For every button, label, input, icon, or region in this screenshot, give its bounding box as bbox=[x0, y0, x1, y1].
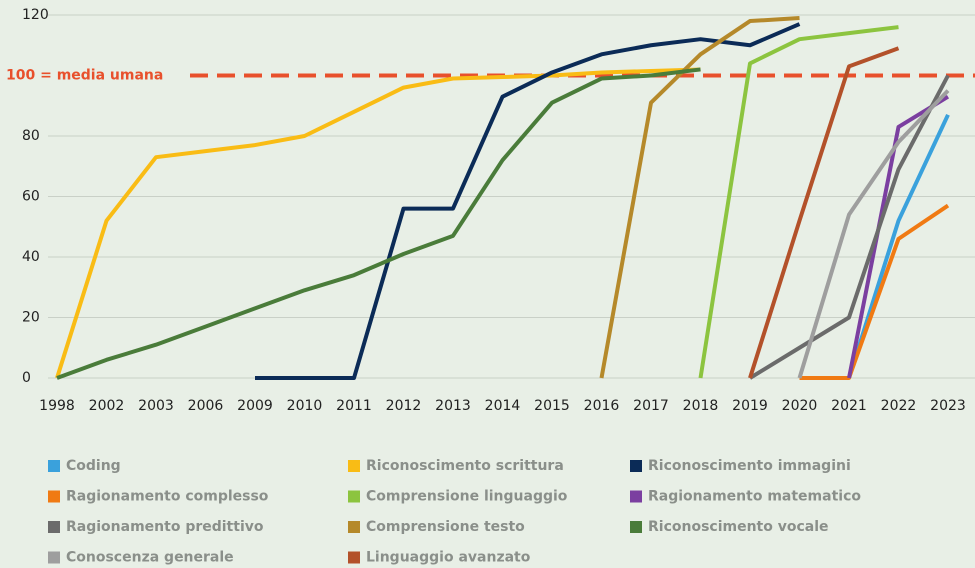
legend-label: Linguaggio avanzato bbox=[366, 550, 531, 566]
x-tick-label: 2016 bbox=[584, 398, 620, 414]
legend-swatch bbox=[630, 460, 642, 472]
x-tick-label: 2021 bbox=[831, 398, 867, 414]
x-tick-label: 2022 bbox=[881, 398, 917, 414]
series-line bbox=[847, 113, 950, 379]
y-tick-label: 20 bbox=[22, 310, 40, 326]
legend-swatch bbox=[348, 460, 360, 472]
legend-swatch bbox=[348, 490, 360, 503]
series-line bbox=[698, 25, 899, 379]
legend-swatch bbox=[630, 490, 642, 503]
x-tick-label: 2020 bbox=[782, 398, 818, 414]
x-tick-label: 1998 bbox=[39, 398, 75, 414]
series-line bbox=[748, 46, 900, 379]
series-line bbox=[797, 89, 950, 379]
y-tick-label: 80 bbox=[22, 128, 40, 144]
x-tick-label: 2002 bbox=[89, 398, 125, 414]
x-tick-label: 2010 bbox=[287, 398, 323, 414]
legend-label: Riconoscimento vocale bbox=[648, 519, 829, 535]
x-tick-label: 2003 bbox=[138, 398, 174, 414]
legend-swatch bbox=[48, 460, 60, 472]
legend-swatch bbox=[348, 551, 360, 564]
x-tick-label: 2009 bbox=[237, 398, 273, 414]
x-tick-label: 2013 bbox=[435, 398, 471, 414]
x-tick-label: 2011 bbox=[336, 398, 372, 414]
x-tick-label: 2023 bbox=[930, 398, 966, 414]
y-tick-label: 120 bbox=[22, 7, 49, 23]
series-line bbox=[255, 22, 801, 380]
series-line bbox=[748, 74, 950, 380]
legend-label: Ragionamento matematico bbox=[648, 489, 861, 505]
x-tick-label: 2017 bbox=[633, 398, 669, 414]
series-line bbox=[55, 67, 701, 379]
legend-label: Ragionamento predittivo bbox=[66, 519, 264, 535]
y-tick-label: 0 bbox=[22, 370, 31, 386]
x-tick-label: 2019 bbox=[732, 398, 768, 414]
x-tick-label: 2012 bbox=[386, 398, 422, 414]
x-tick-label: 2006 bbox=[188, 398, 224, 414]
x-tick-label: 2018 bbox=[683, 398, 719, 414]
series-line bbox=[599, 16, 800, 379]
legend-label: Riconoscimento scrittura bbox=[366, 458, 564, 474]
x-tick-label: 2014 bbox=[485, 398, 521, 414]
legend-label: Coding bbox=[66, 458, 121, 474]
y-tick-label: 60 bbox=[22, 189, 40, 205]
series-line bbox=[56, 67, 701, 380]
legend-swatch bbox=[348, 521, 360, 533]
legend-swatch bbox=[48, 490, 60, 503]
legend-swatch bbox=[630, 521, 642, 533]
series-line bbox=[799, 203, 950, 380]
legend-label: Ragionamento complesso bbox=[66, 489, 269, 505]
reference-label: 100 = media umana bbox=[6, 68, 163, 84]
legend-label: Comprensione testo bbox=[366, 519, 525, 535]
x-tick-label: 2015 bbox=[534, 398, 570, 414]
legend-swatch bbox=[48, 551, 60, 564]
legend-swatch bbox=[48, 521, 60, 533]
legend-label: Comprensione linguaggio bbox=[366, 489, 568, 505]
y-tick-label: 40 bbox=[22, 249, 40, 265]
legend-label: Conoscenza generale bbox=[66, 550, 234, 566]
legend-label: Riconoscimento immagini bbox=[648, 458, 851, 474]
